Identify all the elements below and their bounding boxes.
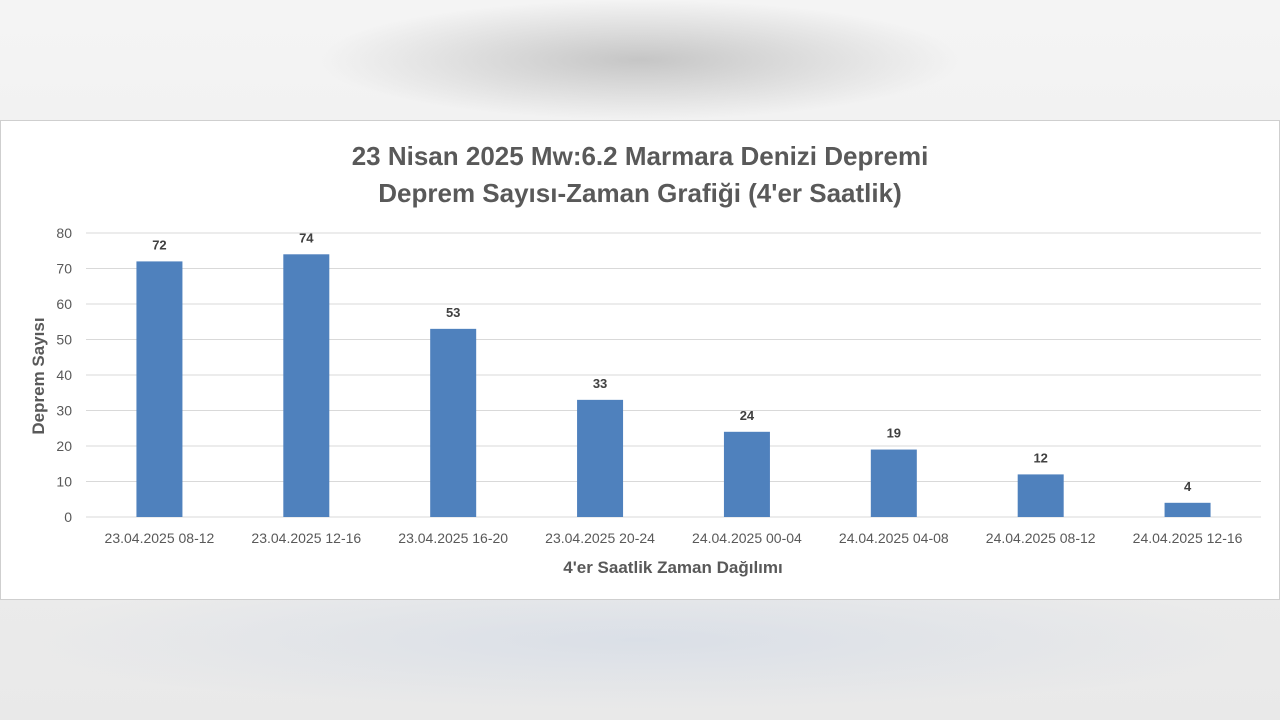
x-axis-ticks: 23.04.2025 08-12 23.04.2025 12-16 23.04.20… [105,530,1243,546]
y-tick-label: 70 [56,261,72,277]
x-tick-label: 24.04.2025 00-04 [692,530,802,546]
bar-value-label: 24 [740,408,755,423]
y-tick-label: 30 [56,403,72,419]
y-tick-label: 40 [56,367,72,383]
bar-value-label: 33 [593,376,607,391]
y-axis-ticks: 0 10 20 30 40 50 60 70 80 [56,225,72,525]
y-tick-label: 50 [56,332,72,348]
bar [1164,502,1211,517]
bars [136,254,1211,518]
data-labels: 72 74 53 33 24 19 12 4 [152,230,1192,494]
y-tick-label: 0 [64,509,72,525]
bar [283,254,330,518]
y-tick-label: 10 [56,474,72,490]
bar-value-label: 12 [1033,450,1047,465]
bar [430,328,477,517]
bar-value-label: 19 [887,426,901,441]
bar [870,449,917,517]
chart-subtitle: Deprem Sayısı-Zaman Grafiği (4'er Saatli… [378,178,902,208]
chart-title: 23 Nisan 2025 Mw:6.2 Marmara Denizi Depr… [352,141,929,171]
bar [723,431,770,517]
bar-value-label: 53 [446,305,460,320]
x-tick-label: 24.04.2025 12-16 [1133,530,1243,546]
x-tick-label: 23.04.2025 16-20 [398,530,508,546]
x-tick-label: 24.04.2025 08-12 [986,530,1096,546]
chart-panel: 23 Nisan 2025 Mw:6.2 Marmara Denizi Depr… [0,120,1280,600]
y-tick-label: 20 [56,438,72,454]
x-tick-label: 24.04.2025 04-08 [839,530,949,546]
bar [1017,474,1064,517]
bar-value-label: 4 [1184,479,1192,494]
y-axis-title: Deprem Sayısı [29,317,48,434]
x-axis-title: 4'er Saatlik Zaman Dağılımı [563,558,782,577]
x-tick-label: 23.04.2025 20-24 [545,530,655,546]
bar [577,399,624,517]
y-tick-label: 60 [56,296,72,312]
bar-value-label: 74 [299,230,314,245]
bar-value-label: 72 [152,237,166,252]
x-tick-label: 23.04.2025 08-12 [105,530,215,546]
y-tick-label: 80 [56,225,72,241]
bar [136,261,183,517]
gridlines [86,232,1261,518]
bar-chart: 23 Nisan 2025 Mw:6.2 Marmara Denizi Depr… [29,141,1261,577]
x-tick-label: 23.04.2025 12-16 [251,530,361,546]
